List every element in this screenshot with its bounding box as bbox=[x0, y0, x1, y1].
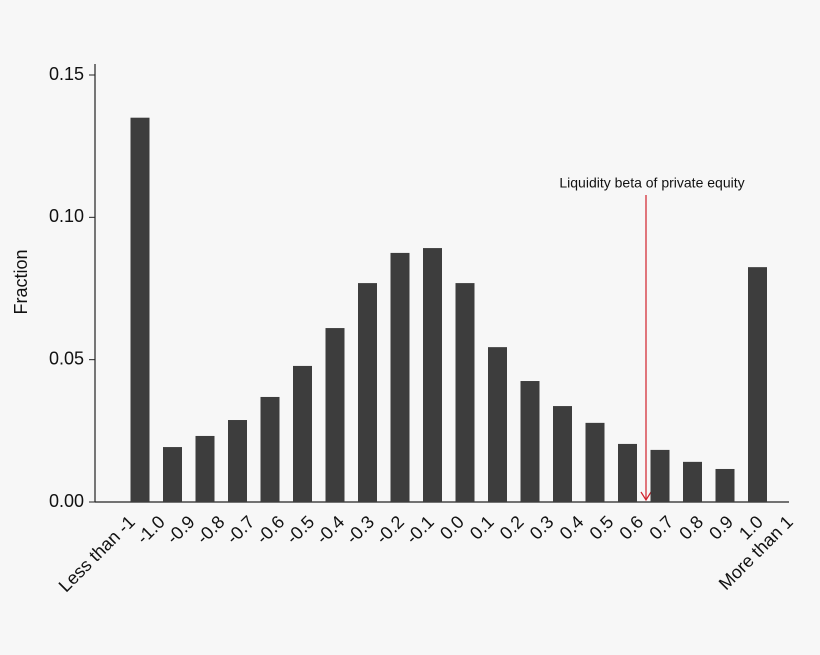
bar bbox=[748, 267, 767, 502]
bar bbox=[715, 468, 735, 502]
x-tick-label: -0.3 bbox=[342, 512, 378, 548]
bar bbox=[325, 328, 345, 502]
bar bbox=[293, 365, 312, 502]
x-tick-label: 0.4 bbox=[556, 512, 588, 544]
x-tick-label: 0.5 bbox=[586, 512, 618, 544]
x-tick-label: 0.0 bbox=[436, 512, 468, 544]
x-tick-label: 0.1 bbox=[466, 512, 498, 544]
x-tick-label: -0.9 bbox=[163, 512, 199, 548]
x-tick-label: Less than -1 bbox=[55, 512, 139, 596]
x-tick-label: 0.3 bbox=[526, 512, 558, 544]
x-tick-label: 0.7 bbox=[645, 512, 677, 544]
x-tick-label: 0.8 bbox=[675, 512, 707, 544]
x-tick-label: -0.4 bbox=[312, 512, 348, 548]
bar bbox=[260, 396, 280, 502]
bar bbox=[683, 461, 702, 502]
bar bbox=[488, 347, 507, 502]
y-axis-label: Fraction bbox=[11, 249, 31, 314]
x-tick-label: -0.8 bbox=[193, 512, 229, 548]
bar bbox=[358, 283, 377, 502]
bar bbox=[650, 449, 670, 502]
bar bbox=[618, 443, 637, 502]
bar bbox=[390, 252, 410, 502]
x-tick-label: 0.6 bbox=[615, 512, 647, 544]
x-tick-label: -0.6 bbox=[252, 512, 288, 548]
x-tick-label: -0.2 bbox=[372, 512, 408, 548]
x-tick-label: -0.7 bbox=[222, 512, 258, 548]
x-tick-label: 0.9 bbox=[705, 512, 737, 544]
bar bbox=[130, 117, 150, 502]
y-tick-label: 0.10 bbox=[49, 206, 84, 226]
arrow-head bbox=[640, 491, 652, 502]
bar bbox=[163, 447, 182, 502]
bar bbox=[585, 422, 605, 502]
y-tick-label: 0.00 bbox=[49, 491, 84, 511]
bar bbox=[553, 406, 572, 502]
y-tick-label: 0.15 bbox=[49, 64, 84, 84]
annotation: Liquidity beta of private equity bbox=[559, 175, 744, 191]
bar bbox=[455, 283, 475, 502]
y-tick-label: 0.05 bbox=[49, 348, 84, 368]
x-tick-label: -1.0 bbox=[133, 512, 169, 548]
x-tick-label: 0.2 bbox=[496, 512, 528, 544]
bar bbox=[228, 420, 247, 502]
bar bbox=[195, 435, 215, 502]
bar bbox=[520, 381, 540, 502]
bar bbox=[423, 248, 442, 502]
x-tick-label: -0.5 bbox=[282, 512, 318, 548]
x-tick-label: -0.1 bbox=[402, 512, 438, 548]
